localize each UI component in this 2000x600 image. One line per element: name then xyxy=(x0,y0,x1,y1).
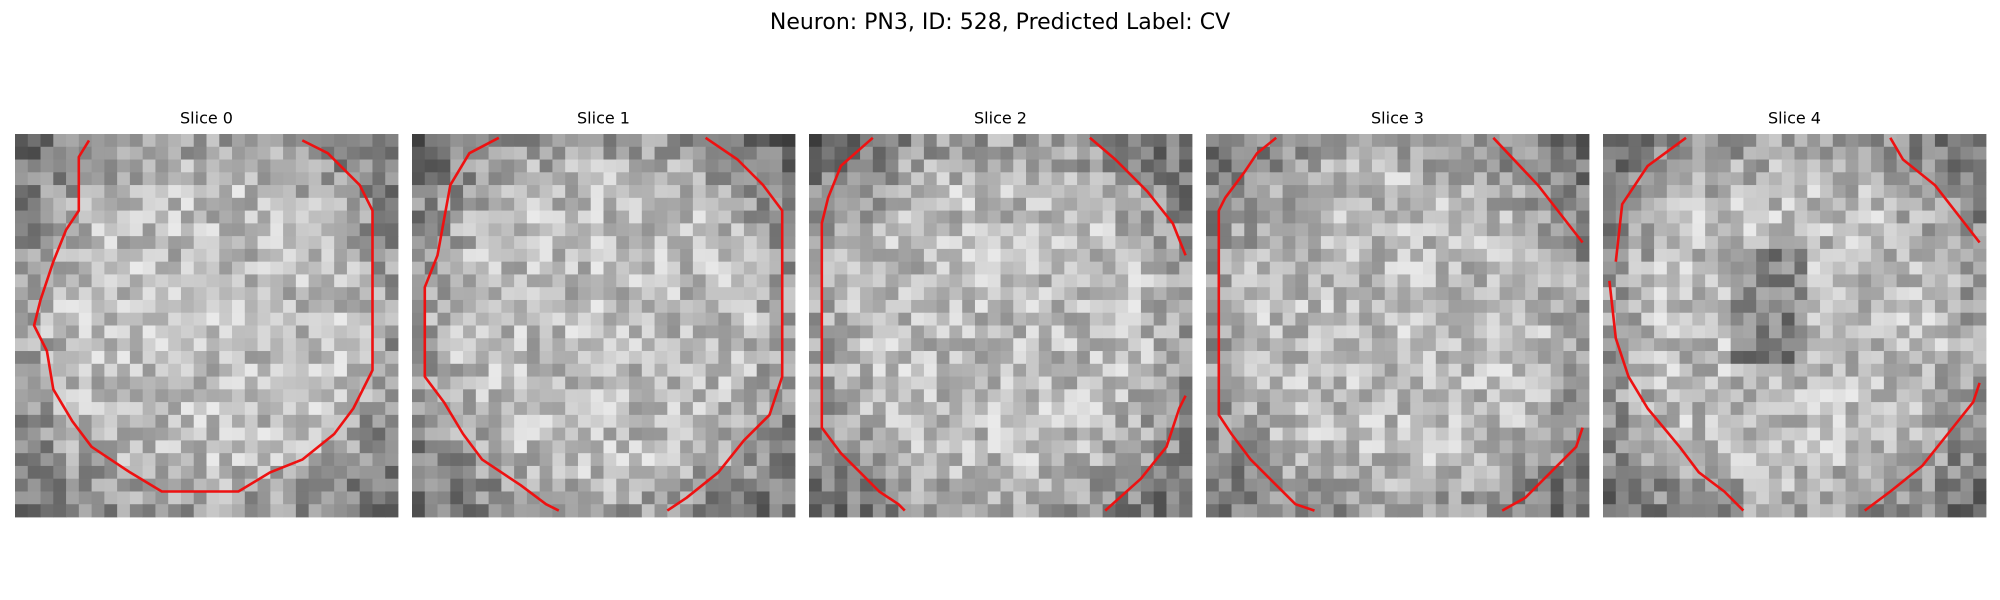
contour xyxy=(666,136,784,512)
slice-image xyxy=(809,134,1193,518)
contour xyxy=(1889,137,1981,244)
panel: Slice 3 xyxy=(1206,109,1590,518)
contour xyxy=(820,136,906,512)
panel: Slice 4 xyxy=(1603,109,1987,518)
contour xyxy=(1492,136,1584,244)
panel-title: Slice 4 xyxy=(1768,109,1821,128)
contour xyxy=(423,136,560,512)
figure-title: Neuron: PN3, ID: 528, Predicted Label: C… xyxy=(770,10,1230,35)
slice-image xyxy=(412,134,796,518)
slice-image xyxy=(1603,134,1987,518)
contour xyxy=(1608,280,1745,512)
panel: Slice 1 xyxy=(412,109,796,518)
contour xyxy=(1104,395,1187,512)
contour xyxy=(1217,136,1315,512)
contour xyxy=(1089,136,1187,256)
slice-image xyxy=(1206,134,1590,518)
panel: Slice 2 xyxy=(809,109,1193,518)
contour xyxy=(1863,382,1981,512)
panel-title: Slice 1 xyxy=(577,109,630,128)
panel: Slice 0 xyxy=(15,109,399,518)
contour xyxy=(1614,136,1687,262)
contour xyxy=(1501,427,1584,512)
slice-image xyxy=(15,134,399,518)
panel-title: Slice 3 xyxy=(1371,109,1424,128)
contour xyxy=(32,139,374,493)
panel-title: Slice 2 xyxy=(974,109,1027,128)
panel-title: Slice 0 xyxy=(180,109,233,128)
